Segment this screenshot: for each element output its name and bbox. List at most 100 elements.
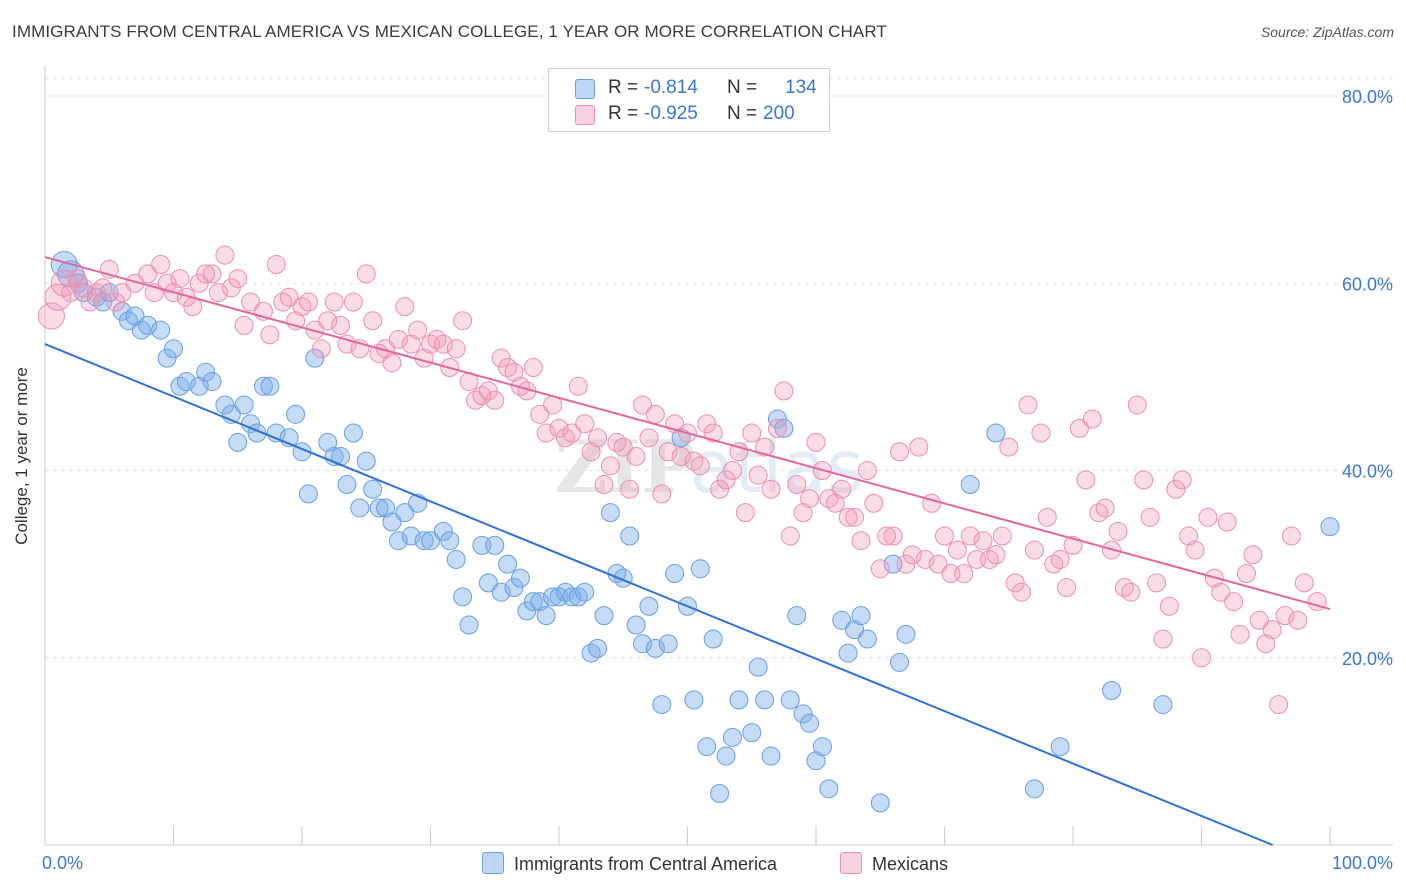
central-america-point	[1320, 517, 1340, 537]
mexicans-point	[318, 311, 338, 331]
mexicans-point	[1095, 498, 1115, 518]
mexicans-point	[793, 503, 813, 523]
central-america-point	[446, 549, 466, 569]
central-america-point	[485, 535, 505, 555]
central-america-point	[356, 451, 376, 471]
trend-lines	[44, 256, 1331, 846]
mexicans-point	[401, 334, 421, 354]
mexicans-point	[337, 334, 357, 354]
source-label: Source: ZipAtlas.com	[1260, 24, 1394, 40]
bottom-legend-swatch-central-america	[482, 852, 504, 874]
central-america-point	[562, 587, 582, 607]
mexicans-point	[620, 479, 640, 499]
central-america-point	[260, 376, 280, 396]
central-america-point	[401, 526, 421, 546]
mexicans-point	[722, 461, 742, 480]
trend-line-central-america	[44, 343, 1274, 846]
mexicans-point	[755, 437, 775, 457]
mexicans-point	[716, 470, 736, 490]
mexicans-point	[1249, 610, 1269, 630]
central-america-point	[665, 563, 685, 583]
mexicans-point	[729, 442, 749, 462]
axes	[44, 66, 1393, 846]
central-america-point	[819, 779, 839, 799]
legend-r-value: -0.925	[644, 103, 698, 124]
mexicans-point	[864, 493, 884, 513]
central-america-point	[453, 587, 473, 607]
mexicans-point	[857, 461, 877, 480]
mexicans-point	[234, 315, 254, 335]
mexicans-point	[1243, 545, 1263, 565]
y-tick-label: 20.0%	[1342, 649, 1393, 669]
x-tick-label-min: 0.0%	[42, 853, 83, 873]
mexicans-point	[1224, 592, 1244, 612]
mexicans-point	[478, 381, 498, 401]
mexicans-point	[1050, 549, 1070, 569]
mexicans-point	[832, 479, 852, 499]
mexicans-point	[639, 428, 659, 448]
central-america-point	[498, 554, 518, 574]
mexicans-point	[189, 273, 209, 293]
central-america-point	[742, 723, 762, 743]
mexicans-point	[588, 428, 608, 448]
mexicans-point	[485, 390, 505, 410]
mexicans-point	[343, 292, 363, 312]
mexicans-point	[1024, 540, 1044, 560]
mexicans-point	[922, 493, 942, 513]
central-america-point	[716, 746, 736, 766]
central-america-point	[870, 793, 890, 813]
mexicans-point	[1153, 629, 1173, 649]
mexicans-point	[633, 395, 653, 415]
mexicans-point	[530, 404, 550, 424]
mexicans-point	[806, 432, 826, 452]
mexicans-point	[626, 446, 646, 466]
central-america-point	[478, 573, 498, 593]
mexicans-point	[986, 545, 1006, 565]
central-america-point	[298, 484, 318, 504]
mexicans-point	[196, 264, 216, 284]
central-america-point	[157, 348, 177, 368]
mexicans-point	[909, 437, 929, 457]
central-america-point	[620, 526, 640, 546]
mexicans-point	[645, 404, 665, 424]
central-america-point	[684, 690, 704, 710]
central-america-point	[530, 592, 550, 612]
central-america-point	[395, 503, 415, 523]
central-america-point	[543, 587, 563, 607]
mexicans-point	[395, 297, 415, 317]
mexicans-point	[780, 526, 800, 546]
central-america-point	[517, 601, 537, 621]
mexicans-point	[1236, 563, 1256, 583]
mexicans-point	[138, 264, 158, 284]
mexicans-point	[228, 269, 248, 289]
mexicans-point	[915, 549, 935, 569]
y-tick-label: 80.0%	[1342, 87, 1393, 107]
central-america-point	[491, 582, 511, 602]
legend-r-value: -0.814	[644, 77, 698, 98]
mexicans-point	[388, 329, 408, 349]
central-america-point	[806, 751, 826, 771]
mexicans-point	[1288, 610, 1308, 630]
mexicans-point	[581, 442, 601, 462]
mexicans-point	[928, 554, 948, 574]
mexicans-point	[1179, 526, 1199, 546]
mexicans-point	[170, 269, 190, 289]
mexicans-point	[890, 442, 910, 462]
central-america-point	[164, 339, 183, 359]
mexicans-point	[80, 292, 100, 312]
mexicans-point	[446, 339, 466, 359]
legend-swatch-central-america	[575, 79, 595, 99]
legend-r-label: R =	[608, 103, 639, 124]
central-america-point	[986, 423, 1006, 443]
central-america-point	[851, 606, 871, 626]
correlation-legend: R = -0.814 N = 134 R = -0.925 N = 200	[548, 68, 830, 132]
central-america-point	[639, 596, 659, 616]
mexicans-point	[1057, 578, 1077, 598]
mexicans-point	[658, 442, 678, 462]
bottom-legend-central-america: Immigrants from Central America	[482, 852, 777, 875]
bottom-legend-mexicans: Mexicans	[840, 852, 948, 875]
mexicans-point	[1108, 521, 1128, 541]
mexicans-point	[1082, 409, 1102, 429]
central-america-point	[523, 592, 543, 612]
central-america-point	[414, 531, 434, 551]
